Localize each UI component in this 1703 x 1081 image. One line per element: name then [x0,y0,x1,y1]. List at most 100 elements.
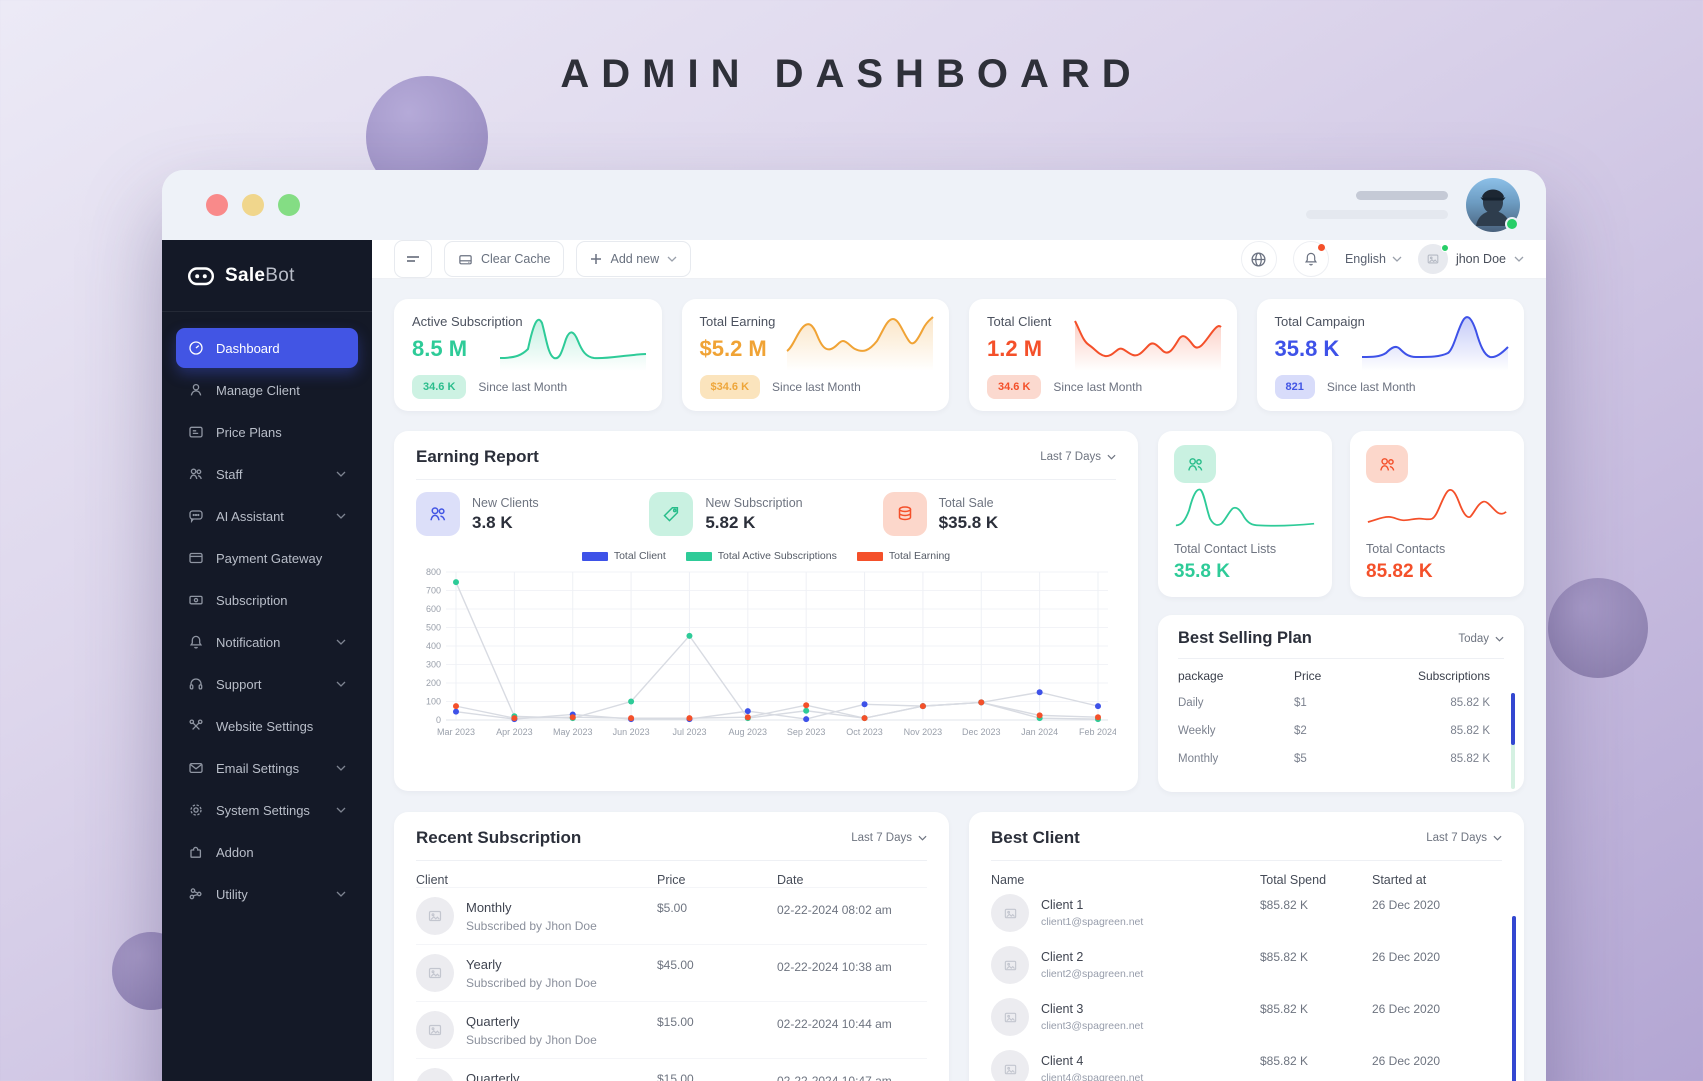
window-chrome [162,170,1546,240]
user-name-label: jhon Doe [1455,252,1506,266]
scrollbar-thumb[interactable] [1512,916,1516,1081]
image-placeholder-icon [991,998,1029,1036]
price-cell: $5 [1294,753,1307,765]
sparkline-chart [1073,320,1222,371]
stat-value: 8.5 M [412,336,468,361]
email-settings-icon [189,762,203,774]
mini-stat-total-sale: Total Sale $35.8 K [882,492,1116,536]
close-window-button[interactable] [206,194,228,216]
language-globe-button[interactable] [1240,241,1277,277]
scrollbar-track[interactable] [1511,693,1515,789]
stat-caption: Since last Month [772,380,861,394]
sidebar-item-email-settings[interactable]: Email Settings [176,748,358,788]
sidebar-item-addon[interactable]: Addon [176,832,358,872]
minimize-window-button[interactable] [242,194,264,216]
table-row: Weekly $2 85.82 K [1178,717,1490,745]
image-placeholder-icon [1427,254,1439,264]
decorative-circle [1548,578,1648,678]
svg-text:600: 600 [426,604,441,614]
svg-text:Mar 2023: Mar 2023 [437,727,475,737]
users-icon [1366,445,1408,484]
earning-report-range-select[interactable]: Last 7 Days [1040,451,1116,463]
sidebar-item-ai-assistant[interactable]: AI Assistant [176,496,358,536]
scrollbar-track[interactable] [1512,916,1516,1081]
system-settings-icon [190,804,202,816]
sidebar-toggle-button[interactable] [394,240,432,278]
table-row: Client 3 client3@spagreen.net $85.82 K 2… [991,991,1502,1043]
svg-text:0: 0 [436,715,441,725]
chevron-down-icon [336,513,346,519]
legend-swatch [856,551,883,561]
scrollbar-thumb[interactable] [1511,693,1515,745]
sidebar-item-label: Support [216,676,262,692]
stat-badge: 34.6 K [987,375,1042,399]
stat-caption: Since last Month [1326,380,1416,394]
stat-value: 1.2 M [987,336,1043,361]
chevron-down-icon [1495,636,1504,642]
client-name: Client 3 [1041,1002,1084,1016]
sidebar-item-staff[interactable]: Staff [176,454,358,494]
legend-swatch [685,551,712,561]
online-status-dot [1440,244,1449,252]
sidebar-item-label: Subscription [216,592,288,608]
svg-text:Feb 2024: Feb 2024 [1079,727,1116,737]
plus-icon [591,254,602,264]
sidebar-item-support[interactable]: Support [176,664,358,704]
avatar[interactable] [1466,178,1520,232]
sidebar-item-label: System Settings [216,802,310,818]
notifications-button[interactable] [1292,241,1329,277]
language-selector[interactable]: English [1345,252,1402,266]
chart-legend: Total Client Total Active Subscriptions To… [416,550,1116,562]
contact-card-value: 35.8 K [1174,561,1230,582]
sidebar-item-utility[interactable]: Utility [176,874,358,914]
sidebar-item-notification[interactable]: Notification [176,622,358,662]
table-row: Client 1 client1@spagreen.net $85.82 K 2… [991,887,1502,939]
sidebar: SaleBot Dashboard Manage Client Price Pl… [162,240,372,1081]
sidebar-item-website-settings[interactable]: Website Settings [176,706,358,746]
sidebar-item-label: AI Assistant [216,508,284,524]
ai-assistant-icon [189,510,203,524]
stat-cards-row: Active Subscription 8.5 M 34.6 K Since l… [394,299,1524,411]
stat-title: Total Earning [699,314,776,329]
sidebar-item-payment-gateway[interactable]: Payment Gateway [176,538,358,578]
price-cell: $15.00 [657,1015,694,1029]
sidebar-item-label: Utility [216,886,248,902]
stat-badge: 34.6 K [412,375,467,399]
stat-caption: Since last Month [1053,380,1143,394]
mini-stat-value: $35.8 K [938,512,999,532]
sparkline-chart [499,318,646,371]
sidebar-item-manage-client[interactable]: Manage Client [176,370,358,410]
window-controls[interactable] [206,194,300,216]
svg-text:May 2023: May 2023 [553,727,593,737]
svg-text:Jul 2023: Jul 2023 [672,727,706,737]
robot-logo-icon [188,266,215,285]
table-row: Yearly Subscribed by Jhon Doe $45.00 02-… [416,944,927,1001]
clear-cache-label: Clear Cache [481,252,551,266]
user-menu[interactable]: jhon Doe [1417,244,1524,274]
best-client-range-select[interactable]: Last 7 Days [1426,832,1502,844]
chevron-down-icon [336,891,346,897]
recent-subscription-range-select[interactable]: Last 7 Days [851,832,927,844]
stat-card-total-client: Total Client 1.2 M 34.6 K Since last Mon… [969,299,1237,411]
svg-text:700: 700 [426,586,441,596]
users-icon [1174,445,1216,484]
sidebar-item-dashboard[interactable]: Dashboard [176,328,358,368]
table-row: Quarterly Subscribed by Jhon Doe $15.00 … [416,1001,927,1058]
table-row: Quarterly Subscribed by Jhon Doe $15.00 … [416,1058,927,1081]
sidebar-item-price-plans[interactable]: Price Plans [176,412,358,452]
add-new-button[interactable]: Add new [576,241,692,277]
column-header: Price [1294,669,1322,683]
best-selling-plan-range-select[interactable]: Today [1458,633,1504,645]
sidebar-item-system-settings[interactable]: System Settings [176,790,358,830]
brand-logo: SaleBot [162,240,372,312]
price-cell: $15.00 [657,1072,694,1081]
stat-title: Active Subscription [412,314,523,329]
column-header: Started at [1372,873,1427,887]
user-avatar [1417,244,1449,274]
clear-cache-button[interactable]: Clear Cache [444,241,565,277]
chevron-down-icon [918,835,927,841]
maximize-window-button[interactable] [278,194,300,216]
column-header: package [1178,669,1224,683]
online-status-dot [1505,217,1519,231]
sidebar-item-subscription[interactable]: Subscription [176,580,358,620]
